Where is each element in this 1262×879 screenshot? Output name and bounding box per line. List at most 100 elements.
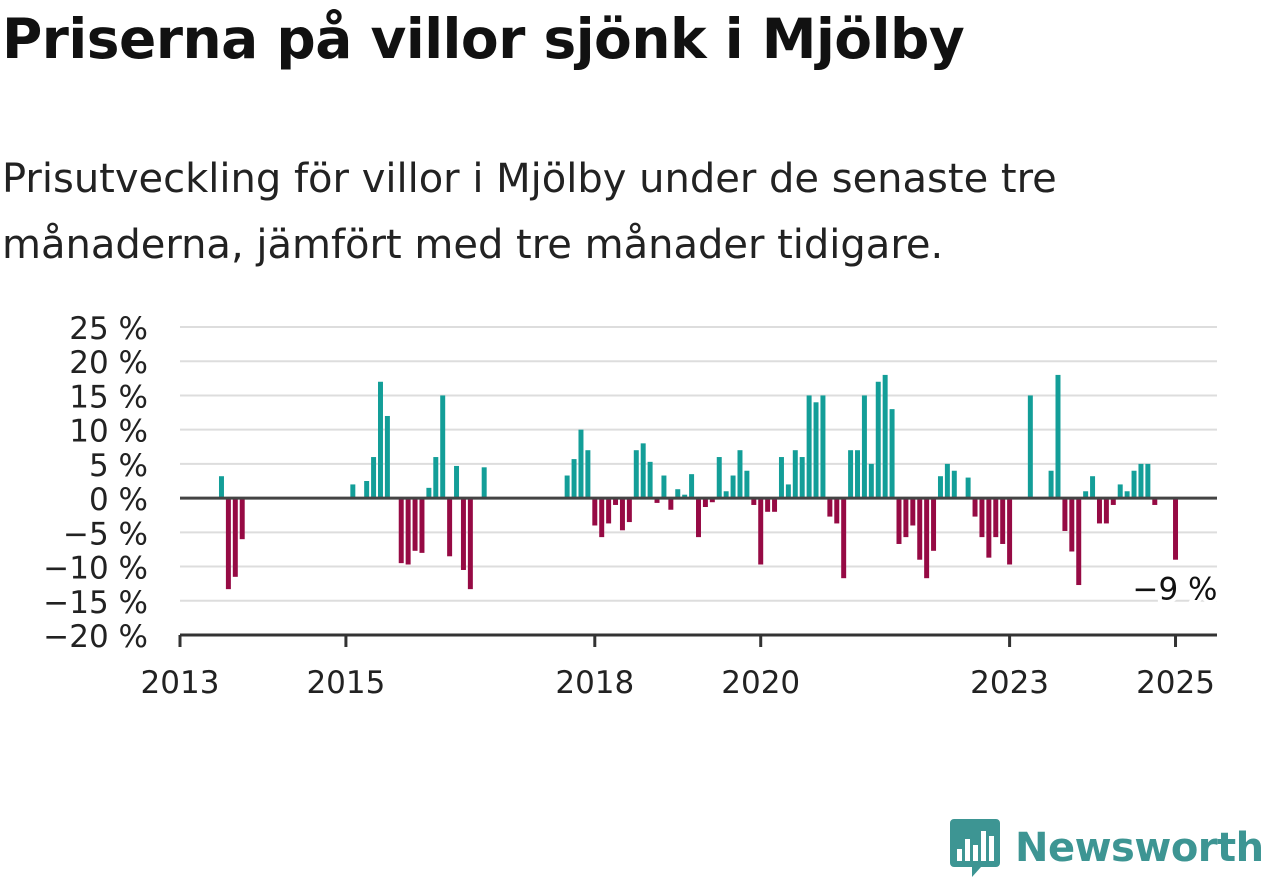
bar (1131, 470, 1137, 499)
brand-name: Newsworthy (1015, 825, 1262, 871)
chart-subtitle: Prisutveckling för villor i Mjölby under… (2, 156, 1057, 268)
bar (931, 498, 937, 551)
x-tick-label: 2018 (555, 665, 634, 701)
bar (460, 498, 466, 570)
bar (578, 429, 584, 499)
latest-value-label: −9 % (1133, 572, 1218, 608)
bar (924, 498, 930, 579)
bar (709, 498, 715, 503)
bar (965, 477, 971, 499)
bar (716, 457, 722, 499)
bar (412, 498, 418, 551)
bar (799, 457, 805, 499)
bar (239, 498, 245, 540)
bar (350, 484, 356, 499)
bar (585, 450, 591, 499)
bar (371, 457, 377, 499)
bar (1103, 498, 1109, 524)
bar (730, 475, 736, 499)
bar (398, 498, 404, 564)
y-tick-label: −5 % (63, 516, 148, 552)
bar (633, 450, 639, 499)
bar-chart: −20 %−15 %−10 %−5 %0 %5 %10 %15 %20 %25 … (43, 311, 1221, 701)
bar (937, 476, 943, 499)
bar (619, 498, 625, 531)
bar (861, 395, 867, 499)
bar (626, 498, 632, 523)
bar (1007, 498, 1013, 565)
bar (564, 475, 570, 499)
bar (232, 498, 238, 577)
bar (737, 450, 743, 499)
bar (778, 457, 784, 499)
bar (1138, 463, 1144, 499)
bar (1152, 498, 1158, 505)
brand-logo: Newsworthy (950, 818, 1262, 878)
x-tick-label: 2025 (1136, 665, 1215, 701)
bar (792, 450, 798, 499)
bar (848, 450, 854, 499)
bar (419, 498, 425, 553)
bar (903, 498, 909, 538)
bar (481, 467, 487, 499)
bar (882, 374, 888, 499)
y-tick-label: 5 % (89, 448, 148, 484)
grid-lines (180, 326, 1217, 602)
bar (689, 474, 695, 499)
x-tick-label: 2015 (306, 665, 385, 701)
bar (377, 381, 383, 499)
bar (696, 498, 701, 538)
y-tick-label: 0 % (89, 482, 148, 518)
bar (225, 498, 231, 590)
bar (951, 470, 957, 499)
bar (384, 415, 390, 499)
bar (599, 498, 605, 538)
bar (647, 461, 653, 499)
x-tick-label: 2020 (721, 665, 800, 701)
bar (1110, 498, 1116, 505)
bar (592, 498, 598, 526)
bar (571, 459, 577, 499)
bar (841, 498, 847, 579)
bar (868, 463, 874, 499)
bar (1145, 463, 1151, 499)
y-tick-label: 25 % (69, 311, 148, 347)
bar (440, 395, 446, 499)
bar (765, 498, 771, 512)
bar (682, 494, 688, 499)
bar (986, 498, 992, 558)
bar (364, 481, 370, 499)
bar (723, 491, 729, 499)
bar (944, 463, 950, 499)
bar (1069, 498, 1075, 552)
bar (993, 498, 999, 538)
bar (606, 498, 612, 524)
bar (454, 465, 460, 499)
bar (668, 498, 674, 510)
bar (896, 498, 902, 544)
bar (1000, 498, 1006, 544)
chart-title: Priserna på villor sjönk i Mjölby (2, 7, 965, 71)
bar (1117, 484, 1123, 499)
y-tick-label: 15 % (69, 379, 148, 415)
bar (813, 402, 819, 499)
axes (178, 496, 1217, 647)
bar (820, 395, 826, 499)
y-tick-label: 10 % (69, 414, 148, 450)
bar (834, 498, 840, 524)
bar (1090, 476, 1096, 499)
y-tick-label: −15 % (43, 585, 148, 621)
bar (751, 498, 757, 505)
bar (675, 489, 681, 499)
y-tick-label: 20 % (69, 345, 148, 381)
y-tick-label: −20 % (43, 619, 148, 655)
x-tick-label: 2013 (141, 665, 220, 701)
bars (218, 374, 1179, 590)
bar (1076, 498, 1082, 586)
bar (447, 498, 453, 557)
bar (772, 498, 778, 512)
bar (218, 476, 224, 499)
bar (889, 409, 895, 499)
x-tick-label: 2023 (970, 665, 1049, 701)
bar (806, 395, 812, 499)
